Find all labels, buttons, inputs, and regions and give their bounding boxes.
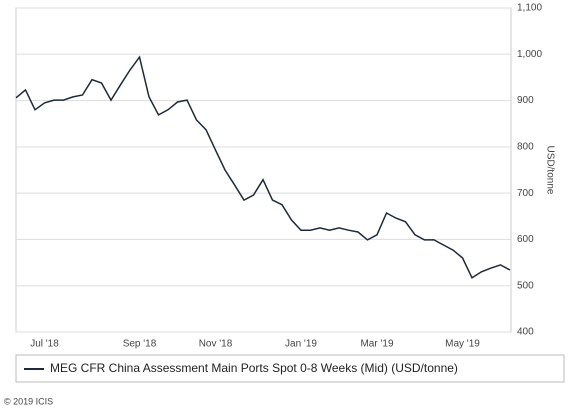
y-tick-label: 900	[517, 95, 534, 106]
x-tick-label: Jul '18	[30, 339, 59, 350]
x-tick-label: Sep '18	[123, 339, 157, 350]
y-tick-label: 700	[517, 188, 534, 199]
x-tick-label: Mar '19	[360, 339, 393, 350]
y-tick-label: 800	[517, 141, 534, 152]
plot-frame	[15, 7, 512, 333]
y-tick-label: 400	[517, 327, 534, 338]
copyright: © 2019 ICIS	[4, 396, 53, 406]
legend-label: MEG CFR China Assessment Main Ports Spot…	[50, 361, 458, 375]
y-tick-label: 1,100	[517, 3, 542, 14]
x-tick-label: May '19	[445, 339, 480, 350]
x-tick-label: Nov '18	[199, 339, 233, 350]
legend-box	[15, 354, 565, 383]
y-tick-label: 1,000	[517, 49, 542, 60]
line	[15, 55, 511, 279]
y-tick-label: 500	[517, 280, 534, 291]
y-tick-label: 600	[517, 234, 534, 245]
y-axis-label: USD/tonne	[544, 146, 555, 195]
x-tick-label: Jan '19	[285, 339, 317, 350]
